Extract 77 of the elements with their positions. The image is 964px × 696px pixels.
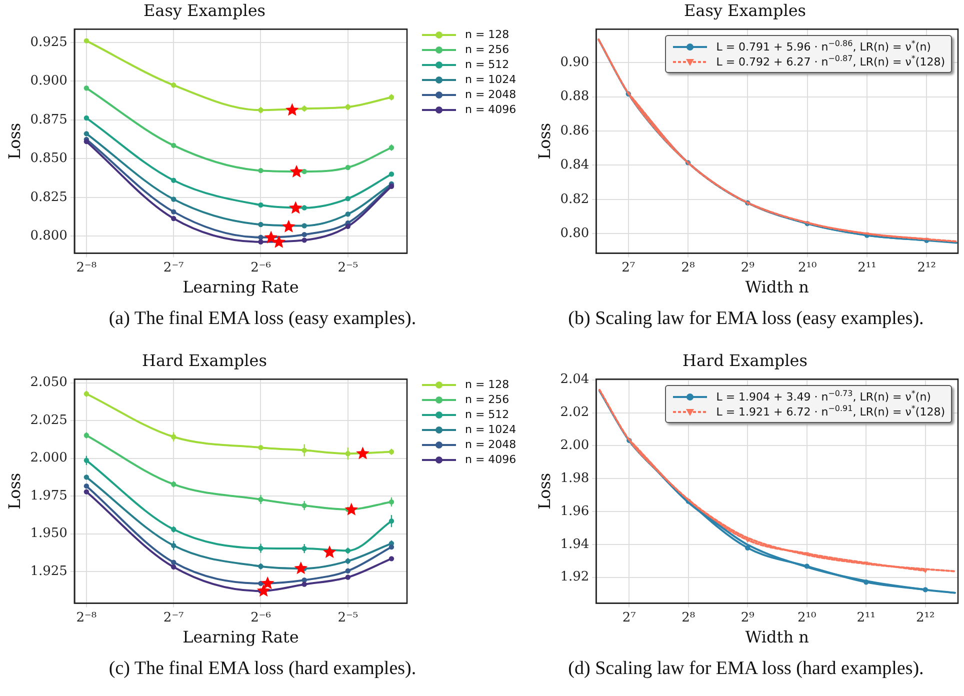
y-tick-label: 0.925 <box>30 34 68 50</box>
legend-label: n = 128 <box>465 378 510 392</box>
y-tick-label: 0.88 <box>560 89 590 104</box>
y-tick-label: 2.04 <box>560 372 590 388</box>
x-tick-label: 2⁷ <box>622 260 636 276</box>
x-tick-label: 2⁻⁵ <box>338 260 358 276</box>
legend-label: L = 1.921 + 6.72 · n$^{−0.91}$, LR(n) = ν$^{*}$(128) <box>716 404 945 420</box>
legend-label: n = 256 <box>465 43 510 56</box>
legend-label: L = 0.791 + 5.96 · n$^{−0.86}$, LR(n) = ν$^{*}$(n) <box>716 39 931 54</box>
x-tick-label: 2¹² <box>917 260 936 276</box>
legend-label: n = 4096 <box>465 103 516 116</box>
y-axis-title: Loss <box>534 472 554 510</box>
y-tick-label: 1.96 <box>560 504 590 519</box>
x-tick-label: 2⁹ <box>740 260 754 276</box>
x-tick-label: 2¹⁰ <box>798 260 817 276</box>
text: (a) The final EMA loss (easy examples). <box>108 308 418 330</box>
y-tick-label: 2.00 <box>560 438 590 454</box>
x-tick-label: 2⁻⁵ <box>338 610 358 626</box>
y-tick-label: 1.975 <box>30 488 68 504</box>
x-tick-label: 2⁹ <box>740 610 754 626</box>
y-tick-label: 1.98 <box>560 470 590 486</box>
x-tick-label: 2⁻⁷ <box>163 610 184 626</box>
legend-label: L = 1.904 + 3.49 · n$^{−0.73}$, LR(n) = ν$^{*}$(n) <box>716 389 931 404</box>
y-tick-label: 0.90 <box>560 54 590 70</box>
y-tick-label: 0.84 <box>560 158 590 173</box>
y-axis-title: Loss <box>4 472 24 510</box>
legend-label: n = 1024 <box>465 423 516 436</box>
x-tick-label: 2⁷ <box>622 610 636 626</box>
x-tick-label: 2⁻⁶ <box>250 610 271 626</box>
text: (c) The final EMA loss (hard examples). <box>108 658 418 680</box>
y-tick-label: 0.875 <box>30 112 68 128</box>
legend-label: n = 4096 <box>465 453 516 466</box>
x-tick-label: 2⁻⁸ <box>76 610 97 626</box>
y-axis-title: Loss <box>4 122 24 160</box>
x-tick-label: 2⁻⁷ <box>163 260 184 276</box>
legend-label: n = 2048 <box>465 88 516 102</box>
y-tick-label: 0.900 <box>30 74 68 89</box>
legend-label: n = 512 <box>465 408 510 422</box>
x-tick-label: 2⁸ <box>682 610 696 626</box>
x-tick-label: 2¹¹ <box>856 610 876 626</box>
y-tick-label: 0.850 <box>30 151 68 166</box>
y-tick-label: 0.86 <box>560 123 590 138</box>
x-tick-label: 2¹² <box>916 610 935 626</box>
y-tick-label: 1.950 <box>30 526 68 542</box>
y-tick-label: 2.02 <box>560 405 590 420</box>
x-axis-title: Width n <box>745 628 809 647</box>
text: (b) Scaling law for EMA loss (easy examples). <box>567 308 925 330</box>
x-tick-label: 2⁻⁶ <box>250 260 271 276</box>
chart-title: Easy Examples <box>684 0 806 20</box>
legend-label: n = 512 <box>465 58 510 72</box>
legend-label: n = 256 <box>465 393 510 406</box>
x-tick-label: 2⁻⁸ <box>76 260 97 276</box>
y-tick-label: 2.000 <box>30 450 68 466</box>
y-axis-title: Loss <box>534 122 554 160</box>
x-axis-title: Learning Rate <box>182 278 299 297</box>
text: (d) Scaling law for EMA loss (hard examples). <box>567 658 925 680</box>
y-tick-label: 1.94 <box>560 536 590 552</box>
legend-label: n = 1024 <box>465 73 516 86</box>
legend-label: L = 0.792 + 6.27 · n$^{−0.87}$, LR(n) = ν$^{*}$(128) <box>716 54 945 70</box>
y-tick-label: 1.92 <box>560 570 590 585</box>
y-tick-label: 0.80 <box>560 226 590 242</box>
legend-label: n = 2048 <box>465 438 516 452</box>
chart-title: Hard Examples <box>142 350 267 370</box>
y-tick-label: 1.925 <box>30 564 68 579</box>
y-tick-label: 2.050 <box>30 375 68 390</box>
x-tick-label: 2¹¹ <box>858 260 876 276</box>
x-tick-label: 2¹⁰ <box>798 610 816 626</box>
chart-title: Hard Examples <box>682 350 808 370</box>
y-tick-label: 0.800 <box>30 228 68 244</box>
legend-label: n = 128 <box>465 28 510 42</box>
y-tick-label: 0.82 <box>560 192 590 207</box>
x-axis-title: Learning Rate <box>182 628 299 647</box>
chart-title: Easy Examples <box>143 0 266 20</box>
x-axis-title: Width n <box>745 278 809 297</box>
y-tick-label: 0.825 <box>30 190 68 205</box>
y-tick-label: 2.025 <box>30 412 68 428</box>
x-tick-label: 2⁸ <box>681 260 695 276</box>
